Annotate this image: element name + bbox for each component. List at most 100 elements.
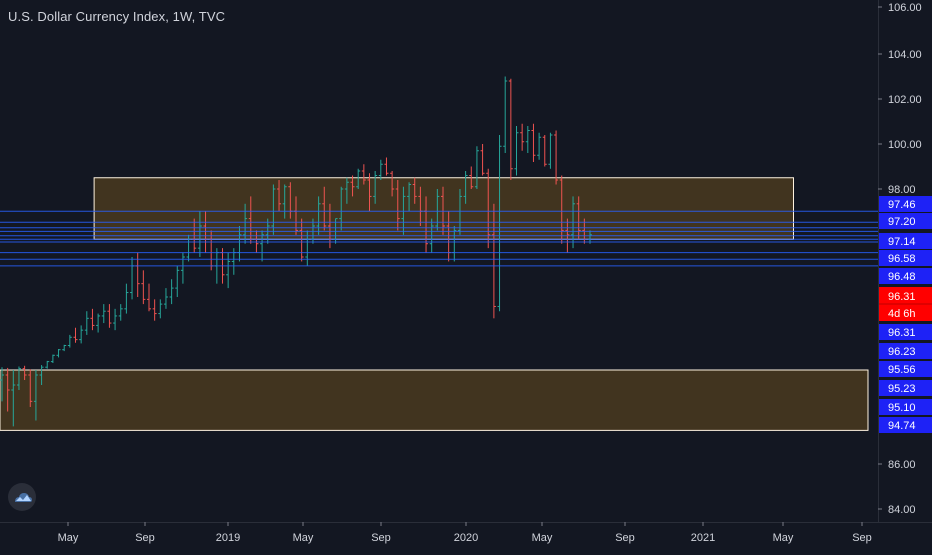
ohlc-bar (67, 334, 72, 348)
ohlc-bar (197, 211, 202, 257)
upper-zone[interactable] (93, 177, 794, 240)
ohlc-bar (277, 180, 282, 212)
level-badge (879, 343, 932, 359)
ohlc-bar (361, 164, 366, 185)
level-label: 95.10 (888, 402, 916, 414)
y-tick-label: 100.00 (888, 139, 922, 151)
ohlc-bar (299, 218, 304, 262)
ohlc-bar (107, 304, 112, 328)
ohlc-bar (344, 177, 349, 204)
level-label: 95.23 (888, 383, 916, 395)
ohlc-bar (469, 166, 474, 189)
ohlc-bar (497, 135, 502, 312)
ohlc-bar (407, 182, 412, 212)
levels-layer (0, 210, 878, 267)
x-tick-label: 2021 (691, 532, 715, 544)
ohlc-bar (96, 313, 101, 333)
ohlc-bar (435, 189, 440, 231)
ohlc-bar (356, 168, 361, 189)
y-tick-label: 106.00 (888, 2, 922, 14)
x-tick-label: May (773, 532, 794, 544)
ohlc-bar (243, 203, 248, 244)
level-badge (879, 213, 932, 229)
level-badge (879, 380, 932, 396)
ohlc-bar (118, 304, 123, 321)
countdown-label: 4d 6h (888, 308, 916, 320)
ohlc-bar (390, 171, 395, 197)
ohlc-bar (559, 175, 564, 244)
ohlc-bar (384, 157, 389, 176)
time-axis[interactable]: May Sep 2019 May Sep 2020 May Sep 2021 May Sep (0, 522, 932, 550)
ohlc-bar (16, 366, 21, 390)
ohlc-bar (282, 184, 287, 219)
chart-title: U.S. Dollar Currency Index, 1W, TVC (8, 9, 226, 24)
ohlc-bar (0, 367, 4, 402)
ohlc-bar (525, 126, 530, 153)
ohlc-bar (62, 344, 67, 352)
ohlc-bar (531, 123, 536, 162)
ohlc-bar (113, 308, 118, 331)
ohlc-bar (141, 270, 146, 305)
level-badge (879, 268, 932, 284)
ohlc-bar (373, 171, 378, 204)
x-tick-label: May (293, 532, 314, 544)
ohlc-bar (163, 288, 168, 309)
level-label: 96.31 (888, 327, 916, 339)
ohlc-bar (503, 76, 508, 153)
ohlc-bar (11, 370, 16, 427)
ohlc-bar (554, 130, 559, 185)
tradingview-logo[interactable] (8, 483, 36, 511)
ohlc-bar (50, 354, 55, 363)
level-badge (879, 399, 932, 415)
x-tick-label: Sep (135, 532, 155, 544)
ohlc-bar (322, 186, 327, 231)
level-badge (879, 250, 932, 266)
x-tick-label: 2019 (216, 532, 240, 544)
ohlc-bar (520, 123, 525, 151)
y-tick-label: 84.00 (888, 504, 916, 516)
ohlc-bar (226, 252, 231, 289)
level-label: 96.58 (888, 253, 916, 265)
ohlc-bar (576, 196, 581, 240)
ohlc-bar (73, 327, 78, 343)
level-badge (879, 196, 932, 212)
x-tick-label: Sep (615, 532, 635, 544)
y-tick-label: 98.00 (888, 184, 916, 196)
level-badge (879, 233, 932, 249)
level-badge (879, 417, 932, 433)
ohlc-bar (316, 196, 321, 235)
ohlc-bar (480, 144, 485, 176)
time-axis-bg (0, 522, 932, 550)
y-tick-label: 104.00 (888, 49, 922, 61)
y-tick-label: 102.00 (888, 94, 922, 106)
ohlc-bar (175, 265, 180, 297)
ohlc-bar (271, 184, 276, 235)
ohlc-bar (45, 360, 50, 369)
zones-layer (0, 177, 869, 431)
ohlc-bar (169, 279, 174, 305)
level-label: 97.46 (888, 199, 916, 211)
ohlc-bar (339, 186, 344, 231)
ohlc-bar (548, 132, 553, 169)
ohlc-bar (28, 369, 33, 407)
ohlc-bar (124, 283, 129, 314)
ohlc-bar (180, 252, 185, 284)
ohlc-bar (537, 132, 542, 160)
price-axis[interactable]: 106.00 104.00 102.00 100.00 98.00 86.00 84.00 9… (878, 0, 932, 522)
level-badge (879, 361, 932, 377)
ohlc-bar (90, 308, 95, 331)
ohlc-bar (463, 171, 468, 204)
ohlc-bar (56, 349, 61, 358)
x-tick-label: Sep (371, 532, 391, 544)
ohlc-bar (378, 159, 383, 180)
lower-zone[interactable] (0, 369, 869, 431)
ohlc-bar (158, 299, 163, 319)
ohlc-bar (5, 367, 10, 412)
ohlc-bar (22, 365, 27, 380)
level-label: 97.20 (888, 216, 916, 228)
ohlc-bar (486, 168, 491, 249)
ohlc-bar (101, 304, 106, 324)
ohlc-bar (84, 311, 89, 335)
